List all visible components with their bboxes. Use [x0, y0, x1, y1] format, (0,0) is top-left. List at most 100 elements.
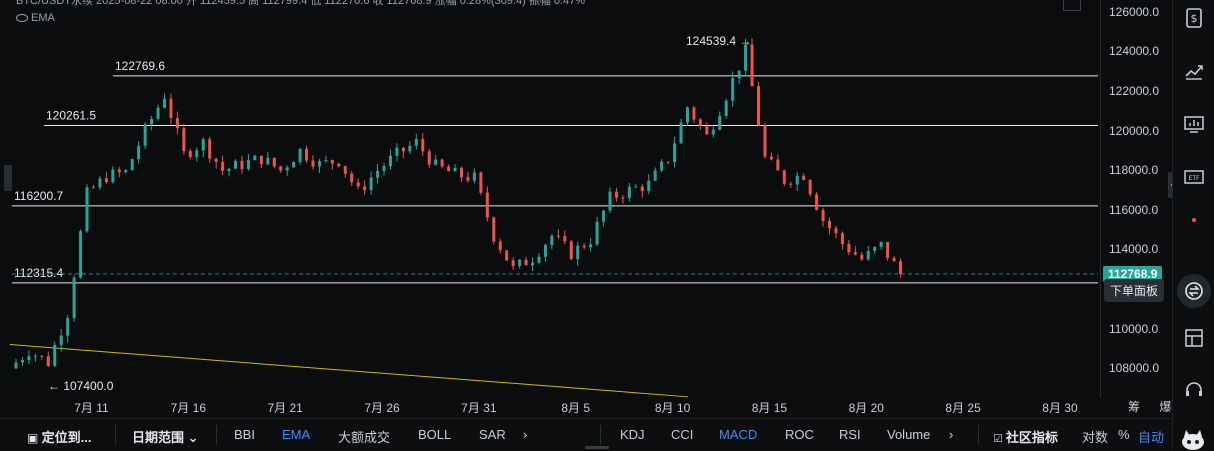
candle-body — [498, 241, 502, 251]
candle-body — [840, 233, 844, 245]
candle-body — [240, 160, 244, 170]
price-chart[interactable]: 122769.6 120261.5 116200.7 112315.4 124539.4… — [0, 0, 1100, 398]
candle-body — [595, 221, 599, 245]
chevron-right-icon[interactable]: › — [949, 427, 954, 442]
candle-body — [569, 241, 573, 260]
candle-body — [285, 167, 289, 171]
ema-legend[interactable]: EMA — [16, 12, 55, 24]
candle-body — [201, 139, 205, 151]
indicator-kdj[interactable]: KDJ — [620, 427, 645, 442]
candle-body — [589, 244, 593, 248]
candle-body — [828, 221, 832, 229]
candle-body — [789, 183, 793, 185]
mascot-icon[interactable] — [1180, 428, 1206, 450]
ema-legend-label: EMA — [31, 12, 55, 24]
indicator-roc[interactable]: ROC — [785, 427, 814, 442]
indicator-cci[interactable]: CCI — [671, 427, 694, 442]
chevron-right-icon[interactable]: › — [523, 427, 528, 442]
price-tick: 110000.0 — [1109, 321, 1159, 336]
candle-body — [188, 151, 192, 158]
trend-icon[interactable] — [1182, 59, 1206, 83]
candle-body — [124, 170, 128, 173]
dollar-doc-icon[interactable]: $ — [1182, 6, 1206, 30]
right-sidebar: $ ETF — [1172, 0, 1214, 450]
candle-body — [376, 170, 380, 178]
expand-icon[interactable] — [1063, 0, 1081, 11]
candle-body — [757, 86, 760, 126]
dot-icon[interactable] — [1182, 208, 1206, 232]
log-scale-toggle[interactable]: 对数 — [1082, 430, 1109, 445]
candle-body — [143, 124, 147, 146]
price-axis[interactable]: 126000.0 124000.0 122000.0 120000.0 118000.0… — [1100, 0, 1173, 398]
candle-body — [66, 318, 70, 336]
candle-body — [356, 182, 360, 187]
auto-scale-toggle[interactable]: 自动 — [1138, 430, 1165, 445]
time-tick: 8月 20 — [848, 401, 884, 415]
indicator-ema[interactable]: EMA — [282, 427, 311, 442]
candle-body — [414, 139, 418, 146]
indicator-macd[interactable]: MACD — [719, 427, 758, 442]
candle-body — [550, 235, 554, 246]
candlestick-chart-svg[interactable]: 122769.6 120261.5 116200.7 112315.4 124539.4… — [0, 0, 1100, 398]
chevron-down-icon: ⌄ — [184, 430, 199, 445]
etf-icon[interactable]: ETF — [1182, 165, 1206, 189]
candle-body — [111, 169, 115, 183]
headset-icon[interactable] — [1182, 378, 1206, 402]
candle-body — [227, 168, 231, 171]
candle-body — [272, 157, 276, 167]
candle-body — [460, 167, 463, 178]
candle-body — [279, 166, 283, 171]
community-indicators-button[interactable]: ☑ 社区指标 — [993, 427, 1058, 446]
candle-body — [815, 194, 819, 210]
candle-body — [305, 148, 309, 161]
candle-body — [724, 100, 728, 116]
indicator-sar[interactable]: SAR — [479, 427, 506, 442]
candle-body — [79, 231, 83, 278]
calendar-icon: ▣ — [27, 431, 42, 445]
candle-body — [679, 122, 683, 144]
candle-body — [33, 355, 37, 357]
indicator-boll[interactable]: BOLL — [418, 427, 452, 442]
candle-body — [582, 245, 586, 248]
date-range-dropdown[interactable]: 日期范围 ⌄ — [132, 427, 199, 446]
time-tick: 8月 30 — [1042, 401, 1078, 415]
candle-body — [253, 155, 257, 161]
level-label: 116200.7 — [14, 189, 63, 203]
indicator-volume[interactable]: Volume — [887, 427, 931, 442]
candle-body — [511, 260, 515, 266]
candle-body — [234, 160, 238, 169]
candle-body — [711, 129, 715, 135]
indicator-rsi[interactable]: RSI — [839, 427, 861, 442]
locate-button[interactable]: ▣ 定位到... — [27, 427, 92, 446]
percent-scale-toggle[interactable]: % — [1118, 427, 1130, 442]
candle-body — [718, 115, 722, 130]
price-tick: 108000.0 — [1109, 361, 1160, 376]
candle-body — [53, 345, 57, 367]
time-tick: 7月 26 — [364, 401, 400, 415]
candle-body — [627, 186, 631, 198]
candle-body — [485, 192, 489, 218]
candle-body — [685, 107, 689, 123]
level-label: 120261.5 — [46, 109, 96, 123]
panel-resize-handle[interactable] — [585, 446, 609, 449]
time-tick: 8月 5 — [561, 401, 591, 415]
layout-icon[interactable] — [1182, 326, 1206, 350]
candle-body — [382, 166, 386, 171]
indicator-bbi[interactable]: BBI — [234, 427, 255, 442]
candle-body — [621, 197, 625, 199]
time-axis[interactable]: 7月 11 7月 16 7月 21 7月 26 7月 31 8月 5 8月 10 8月 15 8… — [0, 398, 1100, 416]
scroll-left-handle[interactable] — [4, 165, 12, 191]
candle-body — [85, 187, 89, 232]
candle-body — [537, 256, 541, 263]
indicator-large-trades[interactable]: 大额成交 — [338, 430, 391, 445]
order-panel-icon[interactable] — [1177, 274, 1211, 308]
candle-body — [634, 186, 638, 188]
bottom-toolbar: ▣ 定位到... 日期范围 ⌄ BBI EMA 大额成交 BOLL SAR › … — [0, 418, 1172, 451]
ohlc-legend-text: BTC/USDT永续 2025-08-22 08:00 开 112459.5 高… — [16, 0, 586, 7]
candle-body — [337, 163, 341, 167]
monitor-chart-icon[interactable] — [1182, 112, 1206, 136]
candle-body — [221, 161, 225, 171]
candle-body — [576, 245, 580, 260]
eye-icon[interactable] — [16, 14, 28, 23]
axis-corner-labels[interactable]: 筹 爆 — [1128, 400, 1180, 414]
